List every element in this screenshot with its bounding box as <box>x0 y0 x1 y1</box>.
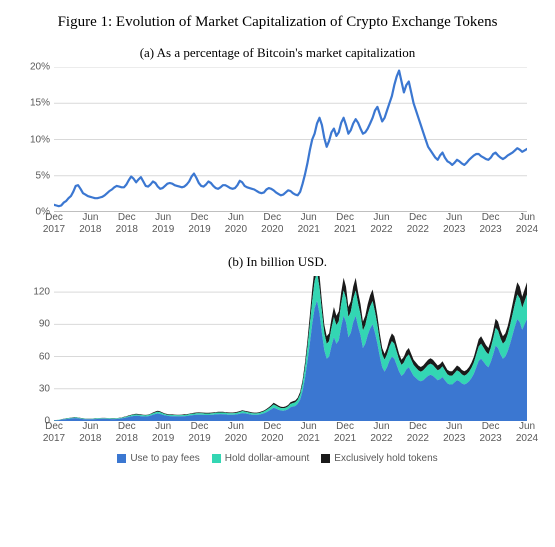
x-tick: Dec2019 <box>188 421 210 444</box>
y-tick-label: 90 <box>39 319 54 330</box>
y-tick-label: 30 <box>39 383 54 394</box>
panel-b-xaxis: Dec2017Jun2018Dec2018Jun2019Dec2019Jun20… <box>54 421 527 449</box>
figure-title: Figure 1: Evolution of Market Capitaliza… <box>18 14 537 31</box>
x-tick: Jun2024 <box>516 212 538 235</box>
x-tick: Jun2018 <box>79 421 101 444</box>
legend-swatch <box>212 454 221 463</box>
panel-b-svg <box>54 276 527 421</box>
legend-label: Use to pay fees <box>130 453 199 464</box>
legend-item: Hold dollar-amount <box>212 453 310 464</box>
panel-a-svg <box>54 67 527 212</box>
y-tick-label: 10% <box>30 134 54 145</box>
legend-label: Exclusively hold tokens <box>334 453 437 464</box>
legend: Use to pay fees Hold dollar-amount Exclusi… <box>18 453 537 466</box>
x-tick: Dec2023 <box>479 212 501 235</box>
x-tick: Dec2017 <box>43 421 65 444</box>
x-tick: Dec2022 <box>407 421 429 444</box>
x-tick: Dec2020 <box>261 212 283 235</box>
x-tick: Jun2020 <box>225 212 247 235</box>
panel-b-subtitle: (b) In billion USD. <box>18 254 537 270</box>
x-tick: Jun2018 <box>79 212 101 235</box>
legend-item: Use to pay fees <box>117 453 199 464</box>
y-tick-label: 60 <box>39 351 54 362</box>
x-tick: Dec2018 <box>116 212 138 235</box>
x-tick: Dec2017 <box>43 212 65 235</box>
y-tick-label: 15% <box>30 98 54 109</box>
x-tick: Dec2020 <box>261 421 283 444</box>
panel-a-plot: 0%5%10%15%20% <box>54 67 527 212</box>
y-tick-label: 120 <box>33 287 54 298</box>
x-tick: Dec2019 <box>188 212 210 235</box>
x-tick: Jun2022 <box>370 421 392 444</box>
x-tick: Jun2023 <box>443 212 465 235</box>
legend-label: Hold dollar-amount <box>225 453 310 464</box>
x-tick: Jun2021 <box>298 421 320 444</box>
panel-b: 0306090120 Dec2017 Jun2018 Dec2018 Jun2019 D… <box>18 276 537 449</box>
x-tick: Jun2021 <box>298 212 320 235</box>
legend-swatch <box>321 454 330 463</box>
x-tick: Dec2021 <box>334 212 356 235</box>
x-tick: Jun2019 <box>152 212 174 235</box>
x-tick: Dec2018 <box>116 421 138 444</box>
x-tick: Dec2021 <box>334 421 356 444</box>
panel-a: 0%5%10%15%20% Dec2017 Jun2018 Dec2018 Jun20… <box>18 67 537 240</box>
x-tick: Jun2020 <box>225 421 247 444</box>
legend-swatch <box>117 454 126 463</box>
panel-a-xaxis: Dec2017Jun2018Dec2018Jun2019Dec2019Jun20… <box>54 212 527 240</box>
panel-b-plot: 0306090120 <box>54 276 527 421</box>
x-tick: Jun2023 <box>443 421 465 444</box>
y-tick-label: 5% <box>36 170 54 181</box>
x-tick: Jun2022 <box>370 212 392 235</box>
panel-a-subtitle: (a) As a percentage of Bitcoin's market … <box>18 45 537 61</box>
x-tick: Jun2019 <box>152 421 174 444</box>
figure-container: Figure 1: Evolution of Market Capitaliza… <box>0 0 555 547</box>
legend-item: Exclusively hold tokens <box>321 453 437 464</box>
x-tick: Dec2022 <box>407 212 429 235</box>
x-tick: Jun2024 <box>516 421 538 444</box>
x-tick: Dec2023 <box>479 421 501 444</box>
y-tick-label: 20% <box>30 62 54 73</box>
